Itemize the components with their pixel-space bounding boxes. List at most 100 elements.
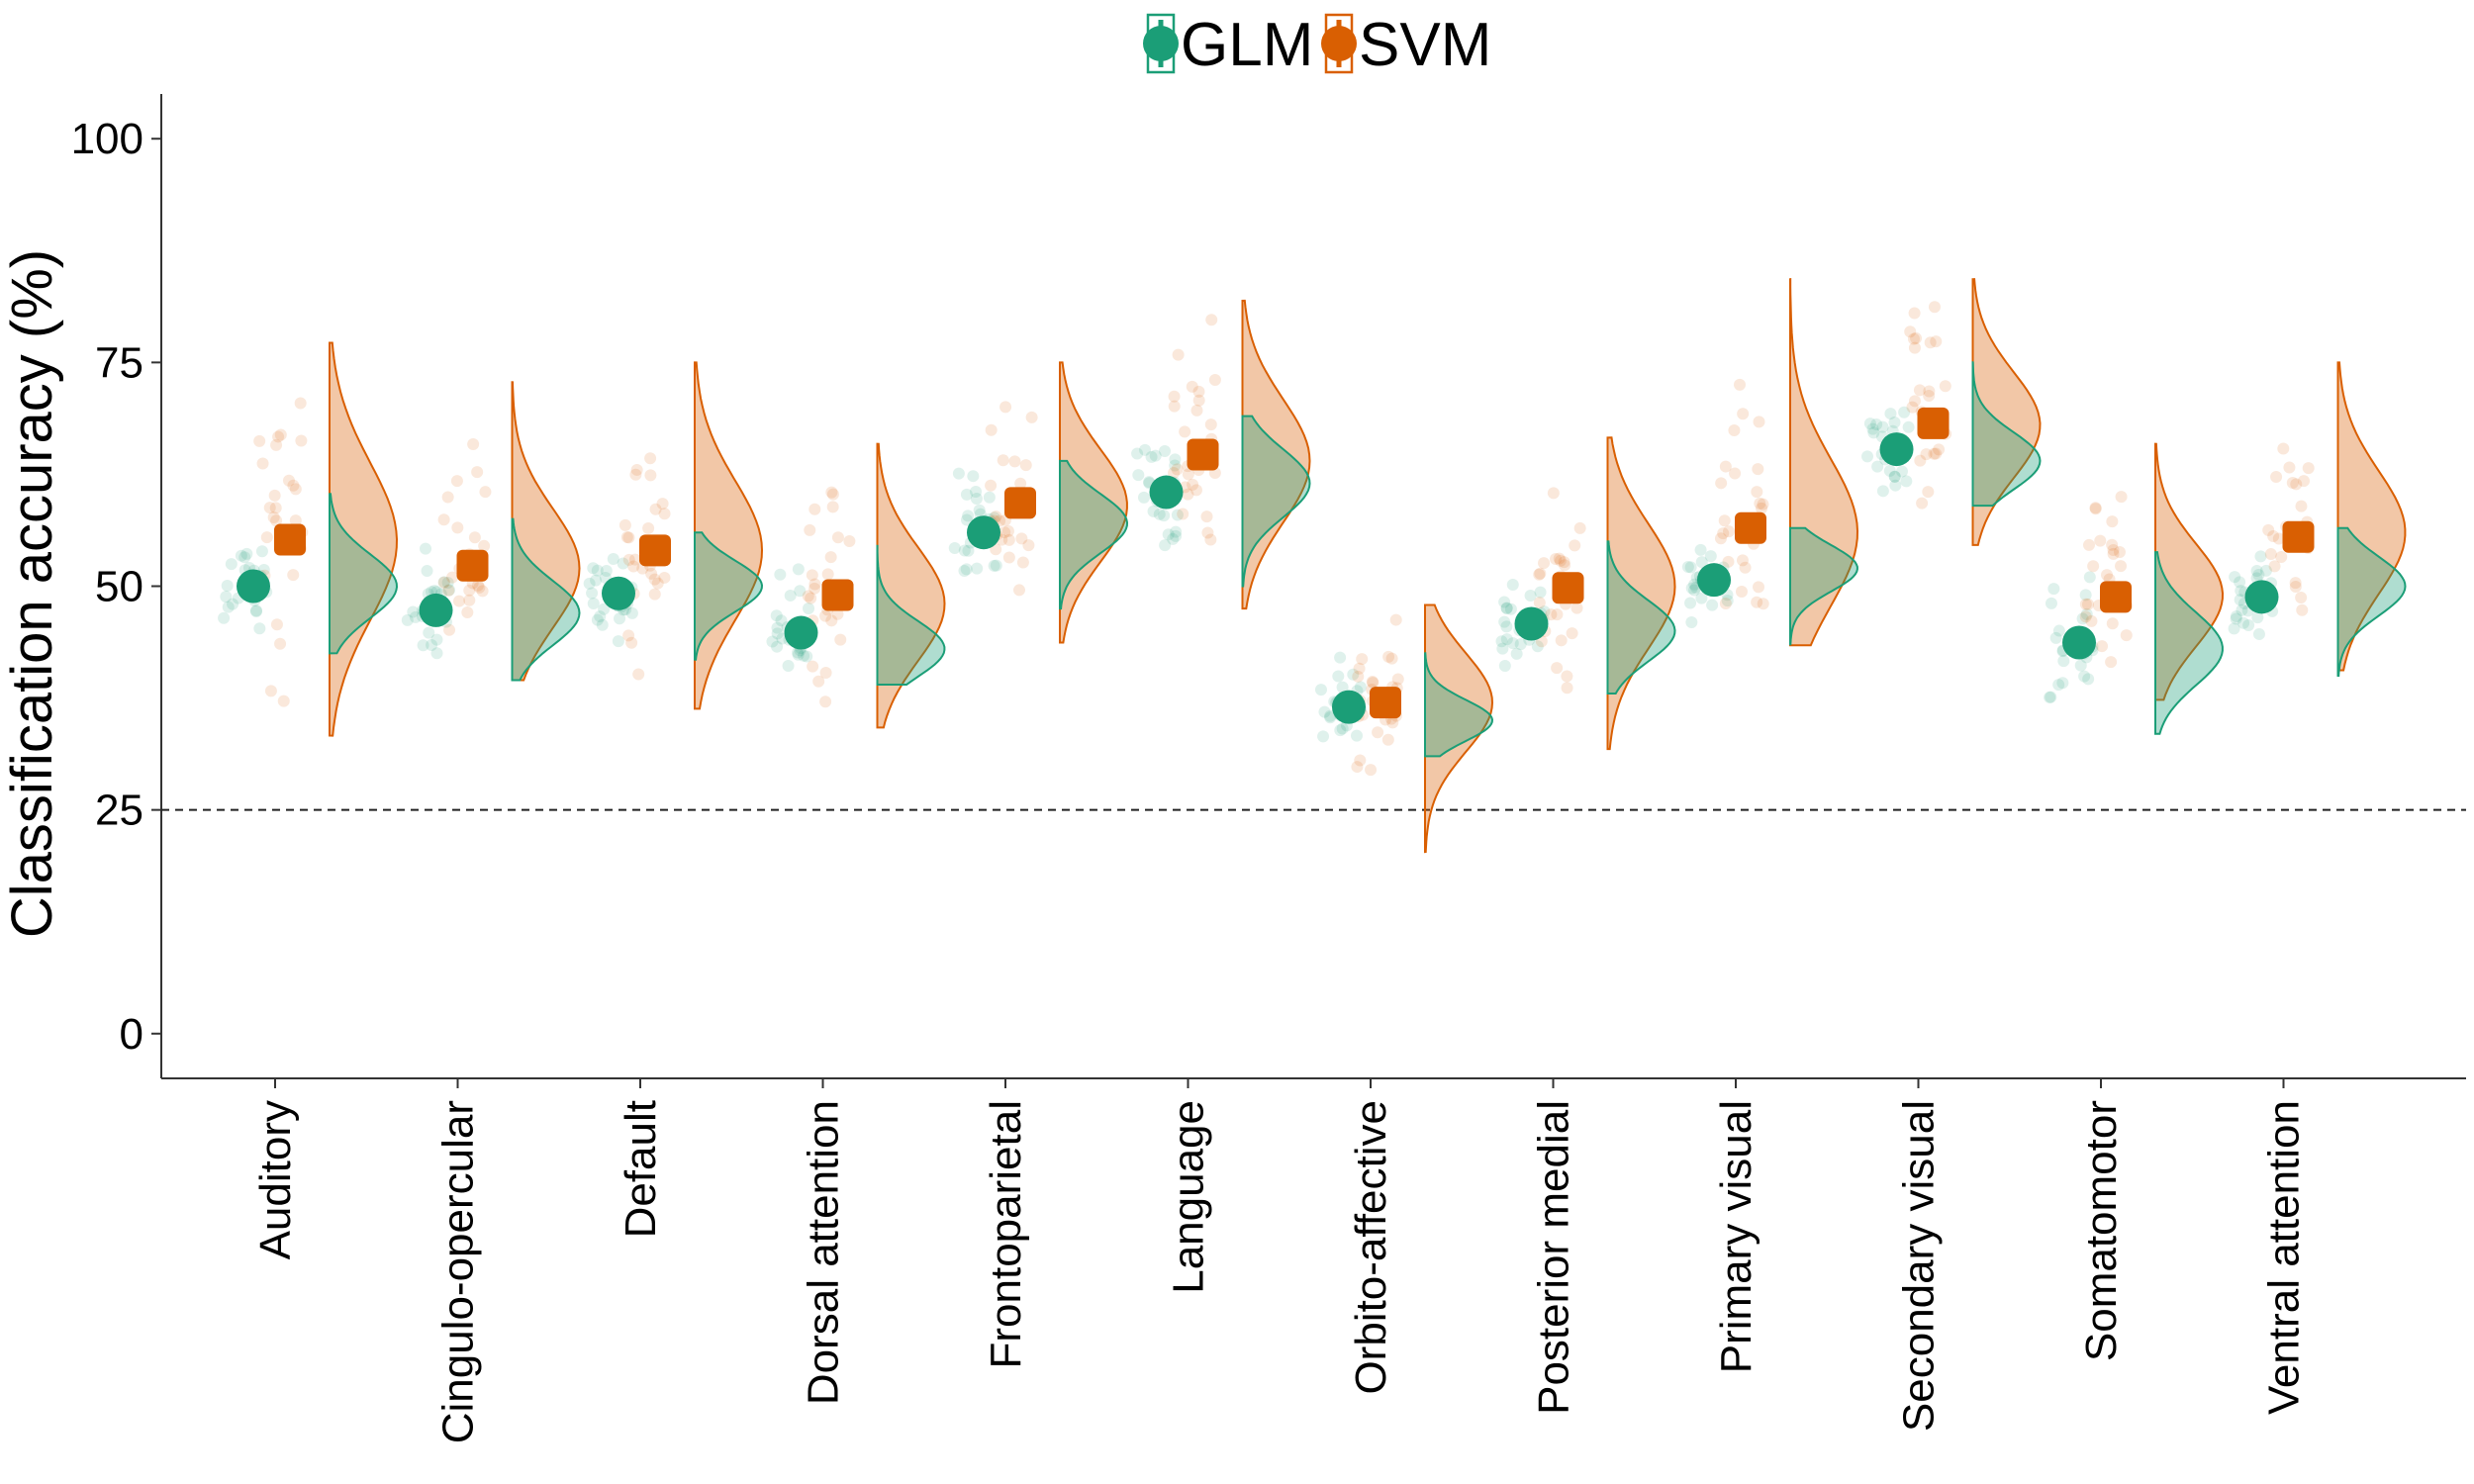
raw-point-glm	[1139, 443, 1152, 456]
raw-point-glm	[250, 604, 263, 617]
raw-point-svm	[467, 438, 480, 451]
raw-point-svm	[1908, 341, 1921, 354]
raw-point-svm	[1012, 584, 1025, 597]
y-tick-label: 0	[120, 1010, 143, 1059]
raw-point-glm	[2052, 679, 2065, 692]
raw-point-glm	[1170, 525, 1183, 538]
raw-point-glm	[591, 564, 604, 577]
raw-point-glm	[2229, 571, 2241, 584]
raw-point-glm	[952, 467, 965, 480]
raw-point-glm	[1685, 616, 1698, 629]
mean-point-svm	[1917, 407, 1950, 439]
raw-point-glm	[2052, 624, 2065, 637]
raw-point-glm	[1721, 595, 1734, 607]
raw-point-svm	[2297, 475, 2310, 488]
raw-point-svm	[1566, 627, 1578, 640]
raw-point-svm	[1573, 521, 1586, 534]
raw-point-svm	[287, 479, 300, 492]
raw-point-svm	[1559, 559, 1571, 572]
raw-point-svm	[1366, 676, 1379, 689]
raw-point-svm	[443, 623, 456, 636]
raw-point-svm	[1022, 539, 1035, 552]
raw-point-glm	[1870, 418, 1883, 431]
raw-point-svm	[1352, 670, 1365, 683]
raw-point-svm	[468, 531, 481, 544]
raw-point-glm	[2076, 612, 2089, 625]
raw-point-svm	[2277, 442, 2290, 455]
mean-point-svm	[821, 579, 854, 611]
raw-point-glm	[235, 549, 247, 562]
raw-point-svm	[1189, 484, 1202, 497]
x-tick-label: Secondary visual	[1895, 1100, 1944, 1432]
raw-point-svm	[1737, 408, 1750, 420]
raw-point-glm	[775, 614, 788, 627]
raw-point-svm	[1719, 460, 1732, 473]
raw-point-svm	[1933, 443, 1946, 456]
raw-point-svm	[2113, 546, 2126, 559]
raw-point-svm	[2283, 461, 2296, 474]
raw-point-glm	[417, 639, 429, 652]
raw-point-glm	[1695, 556, 1708, 569]
raw-point-glm	[2259, 564, 2272, 577]
raw-point-glm	[612, 635, 624, 648]
x-tick-label: Cingulo-opercular	[434, 1100, 483, 1443]
raw-point-glm	[222, 601, 235, 613]
raw-point-glm	[1159, 539, 1172, 552]
raw-point-glm	[1876, 485, 1889, 498]
raw-point-svm	[446, 571, 459, 584]
raw-point-svm	[1907, 332, 1920, 345]
raw-point-glm	[1902, 420, 1915, 433]
raw-point-svm	[463, 584, 476, 597]
raw-point-glm	[1883, 464, 1896, 477]
x-tick-label: Frontoparietal	[982, 1100, 1030, 1368]
raw-point-glm	[774, 568, 787, 581]
raw-point-glm	[961, 513, 974, 526]
raw-point-glm	[1695, 592, 1708, 604]
raw-point-glm	[2252, 627, 2265, 640]
raw-point-svm	[1382, 650, 1395, 663]
raw-point-svm	[1753, 581, 1765, 594]
raw-point-glm	[971, 562, 984, 575]
raw-point-glm	[2078, 670, 2091, 683]
raw-point-glm	[2049, 631, 2062, 644]
raw-point-glm	[590, 574, 603, 587]
raw-point-glm	[430, 647, 443, 660]
raw-point-glm	[1153, 508, 1166, 520]
mean-point-svm	[1735, 511, 1766, 544]
raw-point-glm	[423, 626, 435, 639]
raw-point-svm	[2082, 538, 2095, 551]
raw-point-svm	[1182, 488, 1194, 501]
raw-point-svm	[1916, 497, 1929, 510]
raw-point-glm	[1324, 711, 1337, 724]
raw-point-glm	[1171, 509, 1184, 521]
mean-point-svm	[639, 534, 671, 567]
raw-point-glm	[1524, 589, 1537, 602]
raw-point-svm	[648, 588, 661, 601]
density-svm	[1606, 436, 1676, 751]
raw-point-svm	[2286, 476, 2299, 489]
raw-point-glm	[617, 557, 629, 570]
raw-point-svm	[1551, 662, 1564, 675]
raw-point-glm	[2237, 616, 2250, 629]
raw-point-glm	[2234, 594, 2246, 606]
legend: GLM SVM	[1143, 11, 1491, 79]
raw-point-glm	[1167, 532, 1180, 545]
raw-point-svm	[437, 576, 450, 589]
density-svm	[1789, 277, 1859, 647]
raw-point-glm	[2254, 550, 2267, 563]
raw-point-svm	[1367, 677, 1380, 690]
raw-point-svm	[1172, 348, 1185, 361]
raw-point-svm	[287, 569, 300, 582]
raw-point-svm	[1739, 561, 1752, 574]
raw-point-svm	[272, 430, 285, 443]
raw-point-svm	[1168, 467, 1181, 480]
density-svm	[329, 341, 399, 737]
raw-point-svm	[1204, 533, 1217, 546]
raw-point-svm	[629, 468, 642, 481]
raw-point-svm	[1928, 301, 1941, 314]
raw-point-glm	[2080, 607, 2093, 620]
raw-point-glm	[983, 491, 996, 504]
raw-point-glm	[409, 610, 422, 623]
raw-point-svm	[1008, 455, 1021, 468]
y-tick-label: 75	[95, 338, 143, 387]
